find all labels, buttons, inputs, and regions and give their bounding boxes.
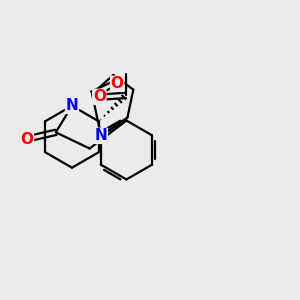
Text: N: N [94,128,107,143]
Text: O: O [111,76,124,91]
Text: O: O [20,133,33,148]
Text: O: O [93,89,106,104]
Text: N: N [66,98,78,113]
